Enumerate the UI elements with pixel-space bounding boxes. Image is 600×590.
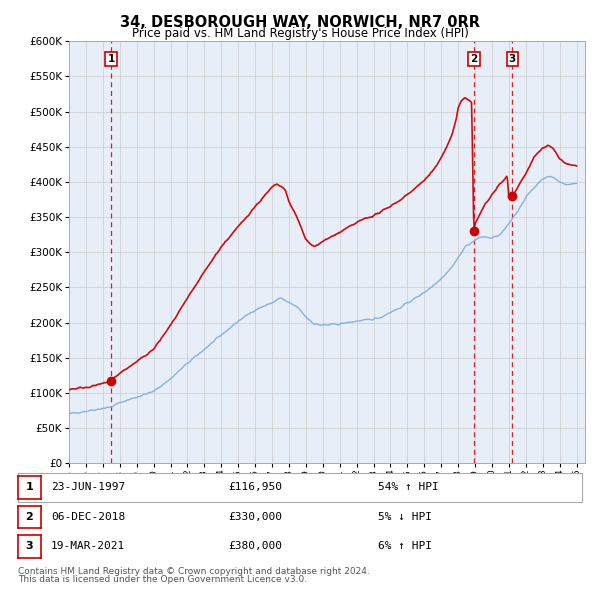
Text: 2: 2 xyxy=(26,512,33,522)
Text: HPI: Average price, detached house, Broadland: HPI: Average price, detached house, Broa… xyxy=(60,490,307,499)
Text: 5% ↓ HPI: 5% ↓ HPI xyxy=(378,512,432,522)
Text: Price paid vs. HM Land Registry's House Price Index (HPI): Price paid vs. HM Land Registry's House … xyxy=(131,27,469,40)
Text: 1: 1 xyxy=(26,483,33,492)
Text: 2: 2 xyxy=(470,54,478,64)
Text: 3: 3 xyxy=(509,54,516,64)
Text: £330,000: £330,000 xyxy=(228,512,282,522)
Text: 54% ↑ HPI: 54% ↑ HPI xyxy=(378,483,439,492)
Text: 6% ↑ HPI: 6% ↑ HPI xyxy=(378,542,432,551)
Text: 1: 1 xyxy=(107,54,115,64)
Text: £380,000: £380,000 xyxy=(228,542,282,551)
Text: 23-JUN-1997: 23-JUN-1997 xyxy=(51,483,125,492)
Text: 06-DEC-2018: 06-DEC-2018 xyxy=(51,512,125,522)
Text: 34, DESBOROUGH WAY, NORWICH, NR7 0RR (detached house): 34, DESBOROUGH WAY, NORWICH, NR7 0RR (de… xyxy=(60,476,386,486)
Text: £116,950: £116,950 xyxy=(228,483,282,492)
Text: 19-MAR-2021: 19-MAR-2021 xyxy=(51,542,125,551)
Text: 34, DESBOROUGH WAY, NORWICH, NR7 0RR: 34, DESBOROUGH WAY, NORWICH, NR7 0RR xyxy=(120,15,480,30)
Text: This data is licensed under the Open Government Licence v3.0.: This data is licensed under the Open Gov… xyxy=(18,575,307,584)
Text: Contains HM Land Registry data © Crown copyright and database right 2024.: Contains HM Land Registry data © Crown c… xyxy=(18,567,370,576)
Text: 3: 3 xyxy=(26,542,33,551)
